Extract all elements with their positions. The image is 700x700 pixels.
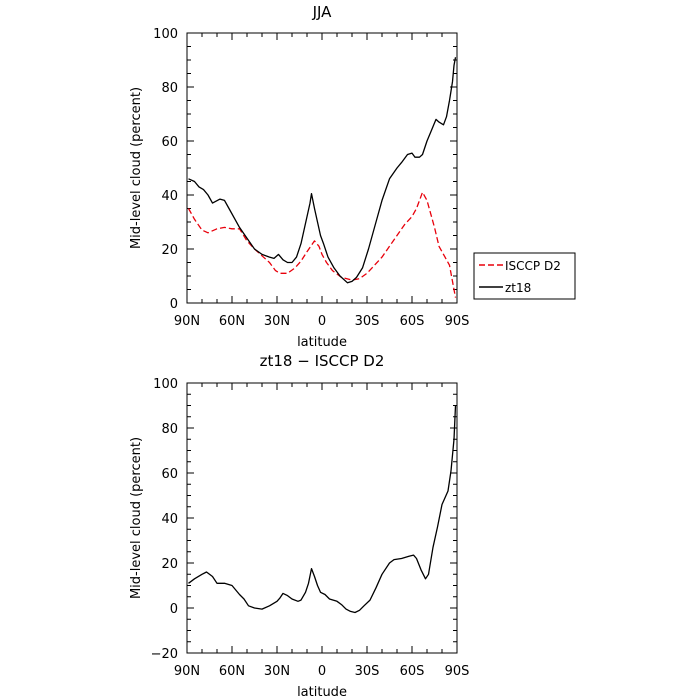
y-tick-label: 60 [161, 467, 178, 482]
x-tick-label: 90S [445, 314, 470, 329]
y-tick-label: −20 [151, 647, 178, 662]
y-tick-label: 0 [170, 297, 178, 312]
x-tick-label: 90N [174, 664, 200, 679]
x-tick-label: 90S [445, 664, 470, 679]
series-line-zt18 [188, 57, 457, 284]
y-axis-label: Mid-level cloud (percent) [129, 437, 144, 599]
y-tick-label: 100 [153, 377, 178, 392]
y-tick-label: 40 [161, 512, 178, 527]
chart-title: JJA [312, 3, 333, 21]
x-axis-label: latitude [297, 685, 347, 700]
chart-title: zt18 − ISCCP D2 [260, 352, 385, 370]
x-tick-label: 60S [400, 314, 425, 329]
x-tick-label: 60S [400, 664, 425, 679]
legend: ISCCP D2 zt18 [473, 252, 576, 300]
y-tick-label: 80 [161, 81, 178, 96]
y-axis-label: Mid-level cloud (percent) [129, 87, 144, 249]
chart-panel-top: JJA 90N 60N 30N 0 30S 60S 90S 0 20 40 60 80 100 Mid-… [129, 3, 576, 350]
y-tick-label: 40 [161, 189, 178, 204]
x-axis-label: latitude [297, 335, 347, 350]
series-line-isccp-d2 [187, 191, 457, 298]
x-tick-label: 60N [219, 314, 245, 329]
y-tick-label: 100 [153, 27, 178, 42]
x-tick-label: 30S [355, 664, 380, 679]
x-tick-label: 0 [318, 314, 326, 329]
y-tick-label: 20 [161, 557, 178, 572]
x-tick-label: 90N [174, 314, 200, 329]
plot-frame [186, 382, 458, 654]
y-tick-label: 0 [170, 602, 178, 617]
plot-area: 90N 60N 30N 0 30S 60S 90S −20 0 20 40 60 80 100 [151, 377, 470, 679]
x-tick-label: 30S [355, 314, 380, 329]
legend-label-zt18: zt18 [505, 281, 531, 295]
y-tick-label: 20 [161, 243, 178, 258]
plot-area: 90N 60N 30N 0 30S 60S 90S 0 20 40 60 80 100 [153, 27, 469, 329]
y-tick-label: 80 [161, 422, 178, 437]
x-tick-label: 30N [264, 314, 290, 329]
plot-frame [186, 32, 458, 304]
x-tick-label: 0 [318, 664, 326, 679]
y-tick-label: 60 [161, 135, 178, 150]
legend-label-isccp-d2: ISCCP D2 [505, 259, 561, 273]
legend-box [473, 252, 576, 300]
chart-panel-bottom: zt18 − ISCCP D2 90N 60N 30N 0 30S 60S 90S −20 0 2… [129, 352, 469, 700]
x-tick-label: 30N [264, 664, 290, 679]
series-line-difference [188, 405, 457, 614]
x-tick-label: 60N [219, 664, 245, 679]
